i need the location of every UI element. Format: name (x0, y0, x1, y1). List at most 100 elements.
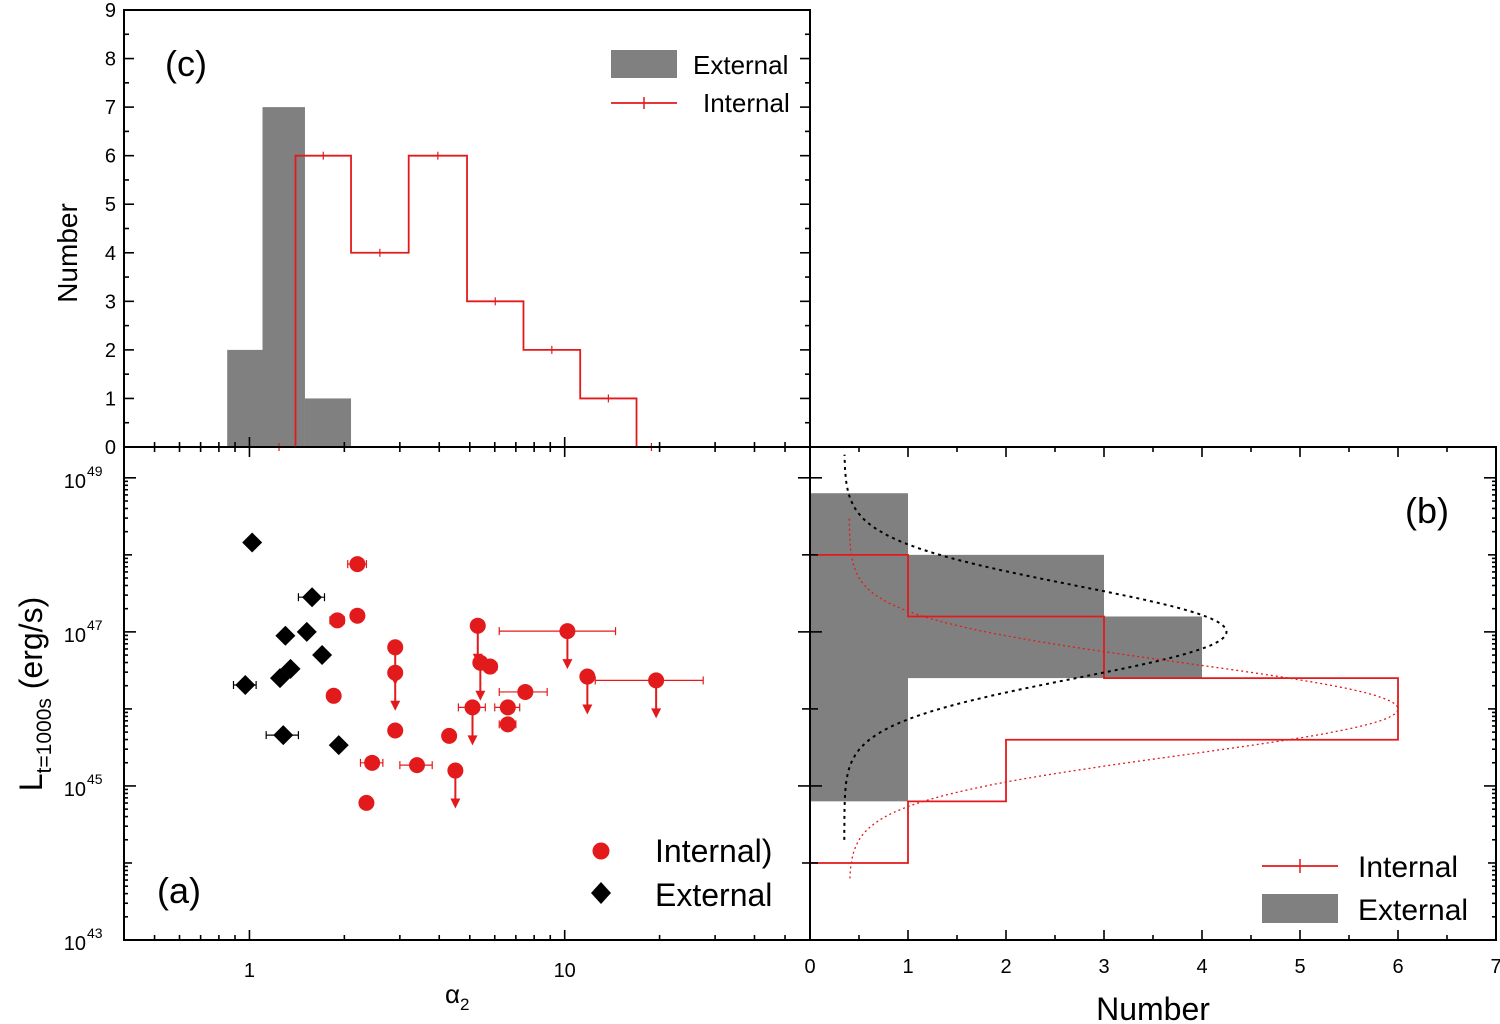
internal-upper-limit-arrow-4 (390, 700, 401, 711)
c-y-tick-label-3: 3 (105, 291, 116, 313)
c-external-bars (227, 107, 352, 447)
internal-point-10 (441, 727, 458, 744)
a-x-label-sub: 2 (460, 995, 469, 1014)
b-legend-internal-label: Internal (1358, 851, 1458, 884)
internal-point-17 (499, 716, 516, 733)
c-y-tick-label-1: 1 (105, 388, 116, 410)
a-x-tick-label-1: 10 (554, 960, 576, 982)
external-point-1 (302, 587, 323, 608)
internal-point-12 (469, 617, 486, 634)
external-point-2 (296, 621, 317, 642)
c-y-tick-label-5: 5 (105, 194, 116, 216)
a-y-tick-exponent-1: 47 (87, 617, 103, 633)
c-legend: External Internal (611, 50, 790, 118)
b-x-tick-label-2: 2 (1000, 956, 1011, 978)
a-x-axis-label: α2 (445, 979, 470, 1014)
b-legend-external-label: External (1358, 894, 1468, 927)
a-y-tick-label-1: 10 (64, 625, 86, 647)
internal-point-2 (329, 612, 346, 629)
c-y-tick-label-2: 2 (105, 340, 116, 362)
internal-upper-limit-arrow-19 (562, 659, 573, 670)
b-external-bar-2 (810, 554, 1104, 617)
a-y-tick-label-3: 10 (64, 933, 86, 955)
c-y-tick-label-0: 0 (105, 437, 116, 459)
external-point-9 (328, 735, 349, 756)
internal-point-3 (387, 639, 404, 656)
panel-b-label: (b) (1405, 490, 1449, 531)
b-x-tick-label-7: 7 (1490, 956, 1500, 978)
a-legend-internal-marker (592, 842, 610, 860)
c-legend-external-label: External (693, 50, 788, 80)
internal-point-18 (517, 683, 534, 700)
a-legend-internal-label: Internal) (655, 833, 772, 869)
a-y-label-sub: t=1000s (33, 698, 56, 773)
c-legend-external-swatch (611, 50, 677, 78)
internal-upper-limit-arrow-20 (582, 704, 593, 715)
c-y-tick-label-8: 8 (105, 49, 116, 71)
internal-point-20 (579, 668, 596, 685)
internal-point-14 (482, 658, 499, 675)
internal-upper-limit-arrow-15 (467, 735, 478, 746)
a-x-tick-labels: 1 10 (244, 960, 576, 982)
a-y-tick-exponent-3: 43 (87, 925, 103, 941)
b-x-tick-label-4: 4 (1196, 956, 1207, 978)
c-y-tick-label-9: 9 (105, 0, 116, 22)
b-internal-step-line (809, 524, 1399, 894)
internal-point-6 (387, 722, 404, 739)
a-y-tick-label-0: 10 (64, 471, 86, 493)
a-ticks (123, 447, 811, 941)
b-x-tick-label-1: 1 (902, 956, 913, 978)
b-external-bars (810, 493, 1202, 802)
a-legend: Internal) External (591, 833, 772, 913)
b-x-tick-labels: 0 1 2 3 4 5 6 7 (804, 956, 1500, 978)
internal-point-5 (325, 687, 342, 704)
a-legend-external-marker (591, 882, 611, 904)
a-x-tick-label-0: 1 (244, 960, 255, 982)
b-x-tick-label-5: 5 (1294, 956, 1305, 978)
internal-point-8 (358, 794, 375, 811)
internal-point-4 (387, 664, 404, 681)
a-x-label-alpha: α (445, 979, 460, 1009)
c-y-tick-label-4: 4 (105, 243, 116, 265)
panel-c-label: (c) (165, 43, 207, 84)
c-external-bar-1 (262, 107, 305, 447)
b-ticks (809, 447, 1497, 941)
internal-point-11 (447, 762, 464, 779)
c-y-tick-labels: 0 1 2 3 4 5 6 7 8 9 (105, 0, 116, 459)
internal-upper-limit-arrow-21 (651, 708, 662, 719)
b-x-axis-label: Number (1096, 991, 1210, 1024)
internal-point-21 (648, 672, 665, 689)
internal-point-9 (408, 757, 425, 774)
external-point-7 (235, 675, 256, 696)
internal-point-7 (364, 754, 381, 771)
b-fit-external (843, 454, 1228, 840)
b-external-bar-1 (810, 493, 908, 555)
panel-c-histogram: 0 1 2 3 4 5 6 7 8 9 (c) Number External Internal (52, 0, 811, 459)
c-y-tick-label-6: 6 (105, 146, 116, 168)
internal-point-0 (349, 556, 366, 573)
external-point-3 (275, 625, 296, 646)
c-external-bar-0 (227, 349, 263, 447)
a-legend-external-label: External (655, 877, 772, 913)
internal-point-15 (464, 699, 481, 716)
b-internal-step (809, 524, 1399, 894)
external-point-4 (312, 644, 333, 665)
a-y-tick-exponent-0: 49 (87, 463, 103, 479)
internal-upper-limit-arrow-13 (475, 690, 486, 701)
internal-point-19 (559, 623, 576, 640)
b-x-tick-label-0: 0 (804, 956, 815, 978)
b-legend: Internal External (1262, 851, 1468, 927)
a-y-axis-label: Lt=1000s (erg/s) (13, 597, 56, 791)
b-x-tick-label-3: 3 (1098, 956, 1109, 978)
c-legend-internal-label: Internal (703, 88, 790, 118)
panel-b-histogram: 0 1 2 3 4 5 6 7 (b) Number Internal External (804, 446, 1500, 1024)
a-y-tick-exponent-2: 45 (87, 771, 103, 787)
a-points (232, 532, 704, 811)
b-legend-external-swatch (1262, 894, 1338, 923)
a-y-tick-label-2: 10 (64, 779, 86, 801)
internal-point-1 (349, 607, 366, 624)
b-gaussian-fits (843, 454, 1399, 879)
